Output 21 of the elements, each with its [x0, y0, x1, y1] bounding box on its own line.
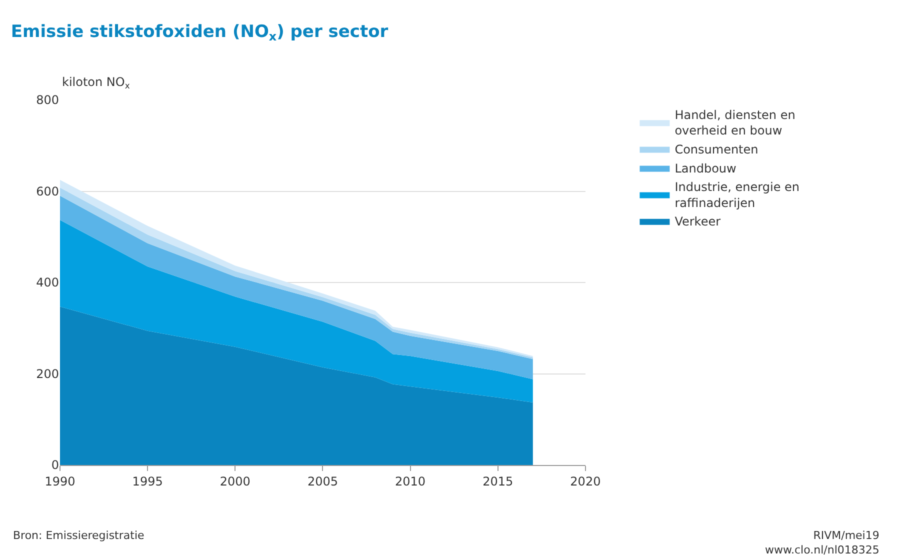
x-tick-label: 1990: [44, 474, 76, 488]
chart-title: Emissie stikstofoxiden (NO$_{x}$) per sector: [10, 22, 389, 44]
legend-label: Landbouw: [674, 161, 737, 176]
y-tick-label: 600: [36, 184, 59, 198]
x-tick-label: 2010: [395, 474, 426, 488]
x-tick-label: 2020: [570, 474, 601, 488]
legend-label: Verkeer: [674, 214, 721, 229]
x-tick-label: 2015: [482, 474, 514, 488]
y-tick-label: 800: [36, 93, 59, 108]
text: RIVM/mei19 www.clo.nl/nl018325: [765, 529, 880, 555]
y-tick-label: 200: [36, 366, 59, 381]
text: Bron: Emissieregistratie: [13, 529, 144, 542]
legend-label: Consumenten: [674, 142, 758, 156]
y-tick-label: 0: [51, 458, 59, 472]
y-tick-label: 400: [36, 276, 59, 290]
x-tick-label: 2000: [220, 474, 250, 488]
x-tick-label: 1995: [132, 474, 163, 488]
y-axis-title: kiloton NO$_{x}$: [62, 75, 130, 91]
legend-label: Industrie, energie en raffinaderijen: [674, 180, 800, 210]
x-tick-label: 2005: [307, 474, 338, 488]
legend-label: Handel, diensten en overheid en bouw: [674, 108, 796, 138]
